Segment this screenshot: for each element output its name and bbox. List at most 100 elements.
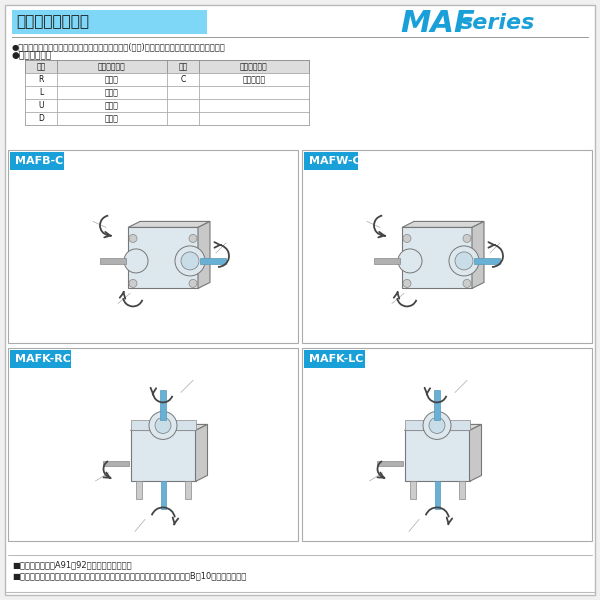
- FancyArrow shape: [100, 258, 126, 264]
- Polygon shape: [131, 430, 196, 481]
- FancyArrow shape: [377, 461, 403, 466]
- FancyArrow shape: [374, 258, 400, 264]
- Circle shape: [463, 280, 471, 287]
- Bar: [10, 152, 64, 170]
- Polygon shape: [402, 227, 472, 289]
- Text: MAFB-C: MAFB-C: [15, 156, 63, 166]
- Text: D: D: [38, 114, 44, 123]
- Polygon shape: [128, 221, 210, 227]
- FancyArrow shape: [434, 481, 439, 509]
- Bar: [57, 99, 167, 112]
- Bar: [304, 152, 358, 170]
- Circle shape: [175, 246, 205, 276]
- Polygon shape: [128, 227, 198, 289]
- Circle shape: [423, 412, 451, 439]
- Bar: [167, 73, 199, 86]
- Polygon shape: [404, 424, 482, 430]
- Bar: [304, 350, 365, 368]
- Bar: [458, 481, 464, 499]
- Circle shape: [455, 252, 473, 270]
- Circle shape: [124, 249, 148, 273]
- Text: series: series: [460, 13, 535, 33]
- Circle shape: [403, 280, 411, 287]
- Circle shape: [189, 280, 197, 287]
- Polygon shape: [198, 221, 210, 289]
- Bar: [25, 60, 309, 125]
- Circle shape: [429, 418, 445, 433]
- Bar: [131, 421, 196, 430]
- Text: MAFK-LC: MAFK-LC: [309, 354, 364, 364]
- FancyArrow shape: [161, 481, 166, 509]
- Text: MAFW-C: MAFW-C: [309, 156, 361, 166]
- Text: ●軸配置の記号: ●軸配置の記号: [12, 51, 52, 60]
- Text: ■軸配置の詳細はA91・92を参照して下さい。: ■軸配置の詳細はA91・92を参照して下さい。: [12, 560, 131, 569]
- Text: 上　側: 上 側: [105, 101, 119, 110]
- Circle shape: [149, 412, 177, 439]
- Bar: [404, 421, 470, 430]
- Bar: [57, 60, 167, 73]
- Bar: [25, 73, 57, 86]
- Bar: [25, 112, 57, 125]
- Polygon shape: [131, 424, 208, 430]
- Polygon shape: [470, 424, 482, 481]
- Bar: [199, 60, 309, 73]
- Bar: [136, 481, 142, 499]
- Text: ●軸配置は入力軸またはモータを手前にして出力軸(青色)の出ている方向で決定して下さい。: ●軸配置は入力軸またはモータを手前にして出力軸(青色)の出ている方向で決定して下…: [12, 42, 226, 51]
- Circle shape: [129, 280, 137, 287]
- FancyArrow shape: [103, 461, 128, 466]
- FancyArrow shape: [200, 258, 226, 264]
- Bar: [167, 86, 199, 99]
- Text: 出力軸両軸: 出力軸両軸: [242, 75, 266, 84]
- Text: ■特殊な取付状態については、当社へお問い合わせ下さい。なお、参考としてB－10をご覧下さい。: ■特殊な取付状態については、当社へお問い合わせ下さい。なお、参考としてB－10を…: [12, 571, 246, 580]
- Bar: [25, 60, 57, 73]
- Bar: [199, 112, 309, 125]
- FancyArrow shape: [434, 391, 440, 421]
- Text: MAF: MAF: [400, 8, 475, 37]
- Bar: [199, 99, 309, 112]
- Bar: [57, 86, 167, 99]
- Circle shape: [403, 235, 411, 242]
- Text: 記号: 記号: [37, 62, 46, 71]
- Circle shape: [189, 235, 197, 242]
- Bar: [167, 112, 199, 125]
- Polygon shape: [472, 221, 484, 289]
- Bar: [25, 99, 57, 112]
- Circle shape: [181, 252, 199, 270]
- Polygon shape: [196, 424, 208, 481]
- Bar: [8, 150, 298, 343]
- Text: R: R: [38, 75, 44, 84]
- Circle shape: [449, 246, 479, 276]
- Text: 左　側: 左 側: [105, 88, 119, 97]
- Polygon shape: [404, 430, 470, 481]
- Bar: [12, 10, 207, 34]
- Circle shape: [398, 249, 422, 273]
- Bar: [57, 73, 167, 86]
- Text: 右　側: 右 側: [105, 75, 119, 84]
- Bar: [167, 99, 199, 112]
- Text: 出力軸の方向: 出力軸の方向: [98, 62, 126, 71]
- Bar: [25, 86, 57, 99]
- Text: 軸配置と回転方向: 軸配置と回転方向: [16, 14, 89, 29]
- Polygon shape: [402, 221, 484, 227]
- Bar: [8, 348, 298, 541]
- Text: 出力軸の方向: 出力軸の方向: [240, 62, 268, 71]
- Bar: [302, 348, 592, 541]
- Bar: [57, 112, 167, 125]
- Text: C: C: [181, 75, 185, 84]
- Bar: [10, 350, 71, 368]
- FancyArrow shape: [160, 391, 166, 421]
- Text: MAFK-RC: MAFK-RC: [15, 354, 71, 364]
- Circle shape: [155, 418, 171, 433]
- Bar: [302, 150, 592, 343]
- Bar: [167, 60, 199, 73]
- Circle shape: [129, 235, 137, 242]
- Bar: [199, 86, 309, 99]
- Bar: [409, 481, 415, 499]
- Bar: [185, 481, 191, 499]
- FancyArrow shape: [474, 258, 500, 264]
- Bar: [199, 73, 309, 86]
- Circle shape: [463, 235, 471, 242]
- Text: L: L: [39, 88, 43, 97]
- Text: U: U: [38, 101, 44, 110]
- Text: 記号: 記号: [178, 62, 188, 71]
